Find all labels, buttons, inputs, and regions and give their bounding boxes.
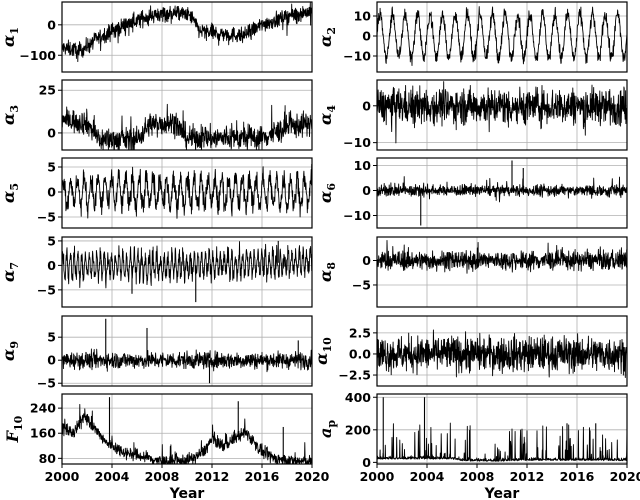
x-tick-label: 2004: [410, 469, 445, 484]
y-tick-label: 0: [362, 455, 371, 470]
y-tick-label: −5: [352, 277, 371, 292]
x-tick-label: 2016: [245, 469, 280, 484]
y-axis-label-f10: F10: [3, 415, 25, 443]
y-axis-label-alpha7: α7: [0, 262, 21, 282]
panel-alpha10: 2.5 0.0 −2.5 α10: [312, 315, 628, 387]
series-alpha9: [62, 348, 312, 373]
y-tick-label: −5: [37, 210, 56, 225]
x-tick-label: 2000: [45, 469, 80, 484]
y-tick-label: −10: [343, 49, 371, 64]
x-tick-label: 2008: [460, 469, 495, 484]
series-ap: [377, 422, 627, 462]
y-tick-label: 0: [362, 98, 371, 113]
x-tick-label: 2016: [560, 469, 595, 484]
x-tick-label: 2012: [195, 469, 230, 484]
y-tick-label: −5: [37, 282, 56, 297]
y-tick-label: 0: [47, 125, 56, 140]
y-axis-label-alpha6: α6: [316, 183, 338, 203]
y-tick-label: 5: [47, 330, 56, 345]
y-axis-label-alpha1: α1: [0, 27, 21, 47]
y-axis-label-ap: ap: [316, 420, 338, 438]
panel-alpha2: 10 0 −10 α2: [316, 1, 628, 73]
y-axis-label-alpha9: α9: [0, 341, 21, 361]
y-axis-label-alpha10: α10: [312, 337, 334, 365]
x-tick-label: 2004: [95, 469, 130, 484]
x-tick-label: 2012: [510, 469, 545, 484]
y-tick-label: 0: [47, 17, 56, 32]
panel-alpha9: 5 0 −5 α9: [0, 315, 313, 391]
x-axis-label: Year: [484, 486, 520, 500]
series-alpha1: [62, 2, 312, 63]
y-tick-label: 5: [47, 233, 56, 248]
panel-alpha7: 5 0 −5 α7: [0, 233, 313, 308]
panel-ap: 4002000ap200020042008201220162020Year: [316, 390, 640, 500]
x-tick-label: 2000: [360, 469, 395, 484]
y-tick-label: −10: [343, 208, 371, 223]
x-axis-label: Year: [169, 486, 205, 500]
y-tick-label: 0.0: [349, 346, 371, 361]
series-alpha3: [62, 103, 312, 150]
series-f10: [62, 403, 312, 464]
series-alpha7: [62, 241, 312, 289]
y-tick-label: 0: [362, 29, 371, 44]
y-tick-label: 240: [30, 401, 56, 416]
y-tick-label: −100: [19, 48, 56, 63]
y-tick-label: 5: [47, 160, 56, 175]
y-tick-label: 80: [39, 451, 57, 466]
y-tick-label: 0: [47, 353, 56, 368]
y-tick-label: 0: [362, 253, 371, 268]
y-tick-label: 2.5: [349, 325, 371, 340]
y-tick-label: 10: [354, 158, 372, 173]
y-axis-label-alpha5: α5: [0, 183, 21, 203]
y-tick-label: 0: [47, 185, 56, 200]
panel-alpha5: 5 0 −5 α5: [0, 157, 313, 229]
y-axis-label-alpha2: α2: [316, 27, 338, 47]
y-tick-label: 160: [30, 426, 56, 441]
series-alpha10: [377, 329, 627, 378]
x-tick-label: 2020: [295, 469, 330, 484]
y-axis-label-alpha8: α8: [316, 262, 338, 282]
series-alpha2: [377, 6, 627, 66]
y-tick-label: 400: [345, 390, 371, 405]
y-axis-label-alpha3: α3: [0, 105, 21, 125]
panel-f10: 240 160 80 F10 2000 2004 2008 2012 2016 2020 Year: [3, 393, 330, 500]
y-tick-label: 0: [362, 183, 371, 198]
y-tick-label: 10: [354, 9, 372, 24]
panel-alpha6: 10 0 −10 α6: [316, 157, 628, 229]
y-tick-label: 0: [47, 258, 56, 273]
series-alpha6: [377, 176, 627, 203]
y-axis-label-alpha4: α4: [316, 105, 338, 125]
series-alpha4: [377, 81, 627, 144]
y-tick-label: −5: [37, 376, 56, 391]
x-tick-label: 2008: [145, 469, 180, 484]
panel-alpha4: 0 −10 α4: [316, 79, 628, 151]
y-tick-label: 200: [345, 422, 371, 437]
y-tick-label: −10: [343, 135, 371, 150]
panel-alpha8: 0 −5 α8: [316, 236, 628, 308]
y-tick-label: 25: [39, 83, 56, 98]
series-alpha5: [62, 163, 312, 219]
panel-alpha3: 25 0 α3: [0, 79, 313, 151]
series-alpha8: [377, 240, 627, 274]
x-tick-label: 2020: [610, 469, 640, 484]
y-tick-label: −2.5: [338, 368, 371, 383]
